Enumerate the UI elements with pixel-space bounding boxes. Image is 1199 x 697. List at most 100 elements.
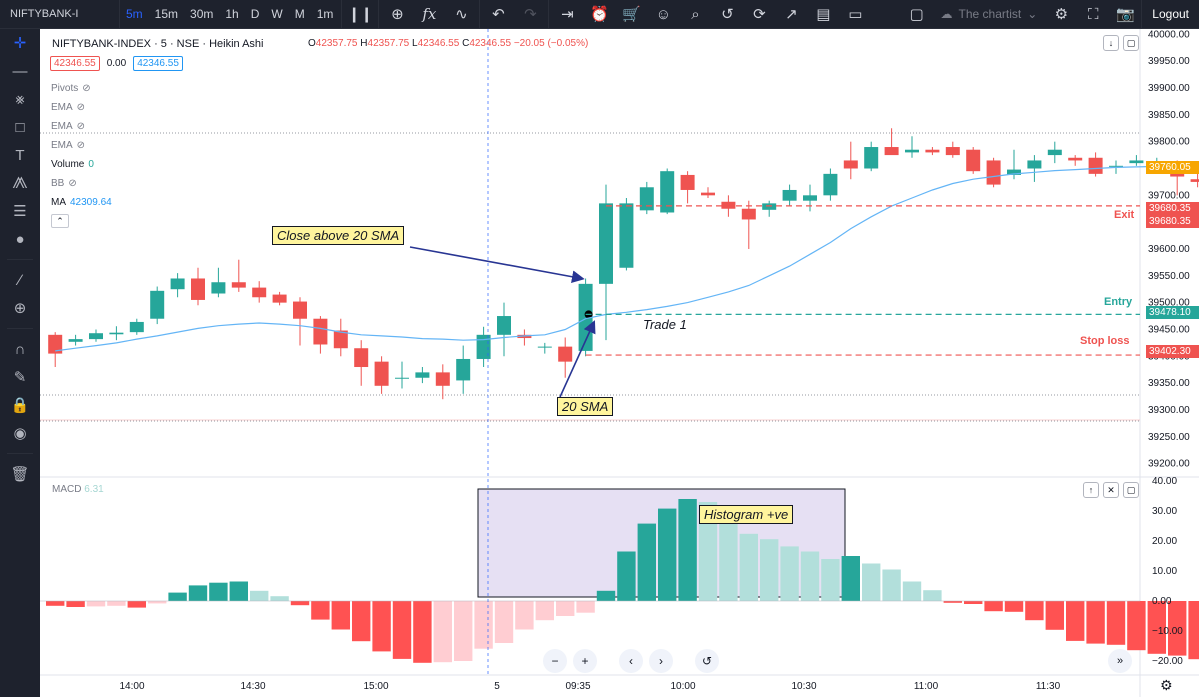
trash-icon[interactable]: 🗑 (10, 466, 30, 483)
maximize-pane-icon[interactable]: ▢ (1123, 482, 1139, 498)
layout-single-icon[interactable]: ▢ (909, 6, 924, 23)
profile-icon[interactable]: ☺ (655, 5, 672, 23)
crosshair-icon[interactable]: ✛ (13, 35, 27, 52)
macd-histogram-bar (617, 551, 636, 601)
text-tool-icon[interactable]: T (15, 146, 25, 164)
brush-icon[interactable]: ● (15, 230, 25, 248)
chart-area[interactable]: 40000.00 39950.00 39900.00 39850.00 39800.00… (40, 29, 1199, 697)
interval-5m[interactable]: 5m (126, 6, 143, 21)
alert-icon[interactable]: ⏰ (590, 6, 609, 23)
search-icon[interactable]: ⌕ (691, 5, 700, 23)
scroll-to-realtime-icon[interactable]: » (1108, 649, 1132, 673)
candle-body (456, 358, 471, 381)
entry-label[interactable]: Entry (1104, 296, 1133, 308)
interval-30m[interactable]: 30m (190, 6, 214, 21)
interval-1h[interactable]: 1h (225, 6, 239, 21)
indicator-ema-2[interactable]: EMA ⊘ (51, 117, 112, 136)
indicators-icon[interactable]: fx (422, 5, 437, 23)
axis-settings-gear-icon[interactable]: ⚙ (1160, 677, 1173, 693)
close-pane-icon[interactable]: ✕ (1103, 482, 1119, 498)
lock-icon[interactable]: 🔒 (10, 397, 30, 414)
indicator-ema-3[interactable]: EMA ⊘ (51, 136, 112, 155)
templates-icon[interactable]: ∿ (455, 6, 468, 23)
open-external-icon[interactable]: ↗ (785, 6, 798, 23)
annotation-close-above-sma[interactable]: Close above 20 SMA (272, 226, 405, 245)
magnet-icon[interactable]: ∩ (14, 340, 26, 358)
divider (341, 0, 343, 29)
ask-price[interactable]: 42346.55 (133, 56, 183, 71)
exit-label[interactable]: Exit (1114, 209, 1135, 221)
time-tick-label: 10:30 (791, 681, 816, 692)
undo-icon[interactable]: ↶ (492, 6, 505, 23)
scroll-right-icon[interactable]: › (649, 649, 673, 673)
candle-style-icon[interactable]: ❙❙ (347, 6, 373, 23)
chart-canvas[interactable]: 40000.00 39950.00 39900.00 39850.00 39800.00… (40, 29, 1199, 697)
current-price-tag: 39760.05 (1146, 161, 1199, 174)
maximize-pane-icon[interactable]: ▢ (1123, 35, 1139, 51)
macd-histogram-bar (86, 601, 106, 607)
hidden-eye-icon[interactable]: ⊘ (68, 178, 77, 189)
annotation-histogram[interactable]: Histogram +ve (699, 505, 794, 524)
move-up-icon[interactable]: ↑ (1083, 482, 1099, 498)
layout-selector[interactable]: ☁ The chartist ⌄ (933, 0, 1046, 29)
visibility-eye-icon[interactable]: ◉ (13, 425, 27, 442)
rectangle-tool-icon[interactable]: □ (15, 118, 25, 136)
hidden-eye-icon[interactable]: ⊘ (76, 102, 86, 113)
interval-D[interactable]: D (250, 6, 260, 21)
fib-tool-icon[interactable]: ⨳ (15, 90, 25, 108)
reset-icon[interactable]: ↺ (721, 6, 734, 23)
settings-gear-icon[interactable]: ⚙ (1054, 6, 1069, 23)
symbol-search[interactable]: NIFTYBANK-I (0, 0, 120, 29)
trade-cart-icon[interactable]: 🛒 (622, 6, 641, 23)
camera-icon[interactable]: 📷 (1115, 6, 1135, 23)
pattern-tool-icon[interactable]: ⨇ (12, 174, 28, 192)
close-above-arrow (409, 246, 585, 284)
refresh-icon[interactable]: ⟳ (753, 6, 766, 23)
replay-icon[interactable]: ⇥ (561, 6, 574, 23)
hidden-eye-icon[interactable]: ⊘ (76, 140, 86, 151)
annotation-sma20[interactable]: 20 SMA (557, 397, 614, 416)
collapse-indicators-button[interactable]: ⌃ (51, 214, 69, 228)
ruler-icon[interactable]: ∕ (18, 271, 22, 289)
bid-price[interactable]: 42346.55 (50, 56, 100, 71)
candle-body (293, 301, 307, 319)
hidden-eye-icon[interactable]: ⊘ (82, 83, 91, 94)
interval-15m[interactable]: 15m (154, 6, 179, 21)
macd-histogram-bar (413, 601, 432, 663)
move-down-icon[interactable]: ↓ (1103, 35, 1119, 51)
indicator-ma[interactable]: MA 42309.64 (51, 193, 112, 212)
indicator-volume[interactable]: Volume 0 (51, 155, 112, 174)
scroll-left-icon[interactable]: ‹ (619, 649, 643, 673)
indicator-pivots[interactable]: Pivots ⊘ (51, 79, 112, 98)
macd-histogram-bar (1045, 601, 1064, 630)
trend-line-icon[interactable]: — (12, 62, 28, 80)
hidden-eye-icon[interactable]: ⊘ (76, 121, 86, 132)
screen-icon[interactable]: ▭ (848, 6, 863, 23)
macd-histogram-bar (1086, 601, 1105, 644)
redo-icon[interactable]: ↷ (524, 6, 537, 23)
measure-lines-icon[interactable]: ☰ (13, 203, 27, 220)
interval-W[interactable]: W (271, 6, 283, 21)
trade-label[interactable]: Trade 1 (643, 317, 687, 332)
reset-chart-icon[interactable]: ↺ (695, 649, 719, 673)
interval-1m[interactable]: 1m (316, 6, 334, 21)
drawing-toolbar: ✛ — ⨳ □ T ⨇ ☰ ● ∕ ⊕ ∩ ✎ 🔒 ◉ 🗑 (0, 29, 40, 697)
drawing-mode-icon[interactable]: ✎ (13, 369, 27, 386)
stop-loss-label[interactable]: Stop loss (1080, 335, 1130, 347)
chart-legend-title[interactable]: NIFTYBANK-INDEX · 5 · NSE · Heikin Ashi (52, 38, 264, 50)
macd-legend[interactable]: MACD 6.31 (52, 484, 104, 495)
candle-body (252, 287, 267, 298)
zoom-in-icon[interactable]: + (573, 649, 597, 673)
indicator-bb[interactable]: BB ⊘ (51, 174, 112, 193)
fullscreen-icon[interactable]: ⛶ (1088, 5, 1099, 23)
candle-body (741, 208, 756, 220)
zoom-out-icon[interactable]: − (543, 649, 567, 673)
logout-button[interactable]: Logout (1141, 0, 1199, 29)
report-icon[interactable]: ▤ (816, 6, 831, 23)
candle-body (925, 149, 940, 153)
macd-histogram-bar (841, 556, 860, 601)
compare-add-icon[interactable]: ⊕ (391, 6, 404, 23)
interval-M[interactable]: M (294, 6, 305, 21)
zoom-in-icon[interactable]: ⊕ (13, 300, 27, 317)
indicator-ema-1[interactable]: EMA ⊘ (51, 98, 112, 117)
